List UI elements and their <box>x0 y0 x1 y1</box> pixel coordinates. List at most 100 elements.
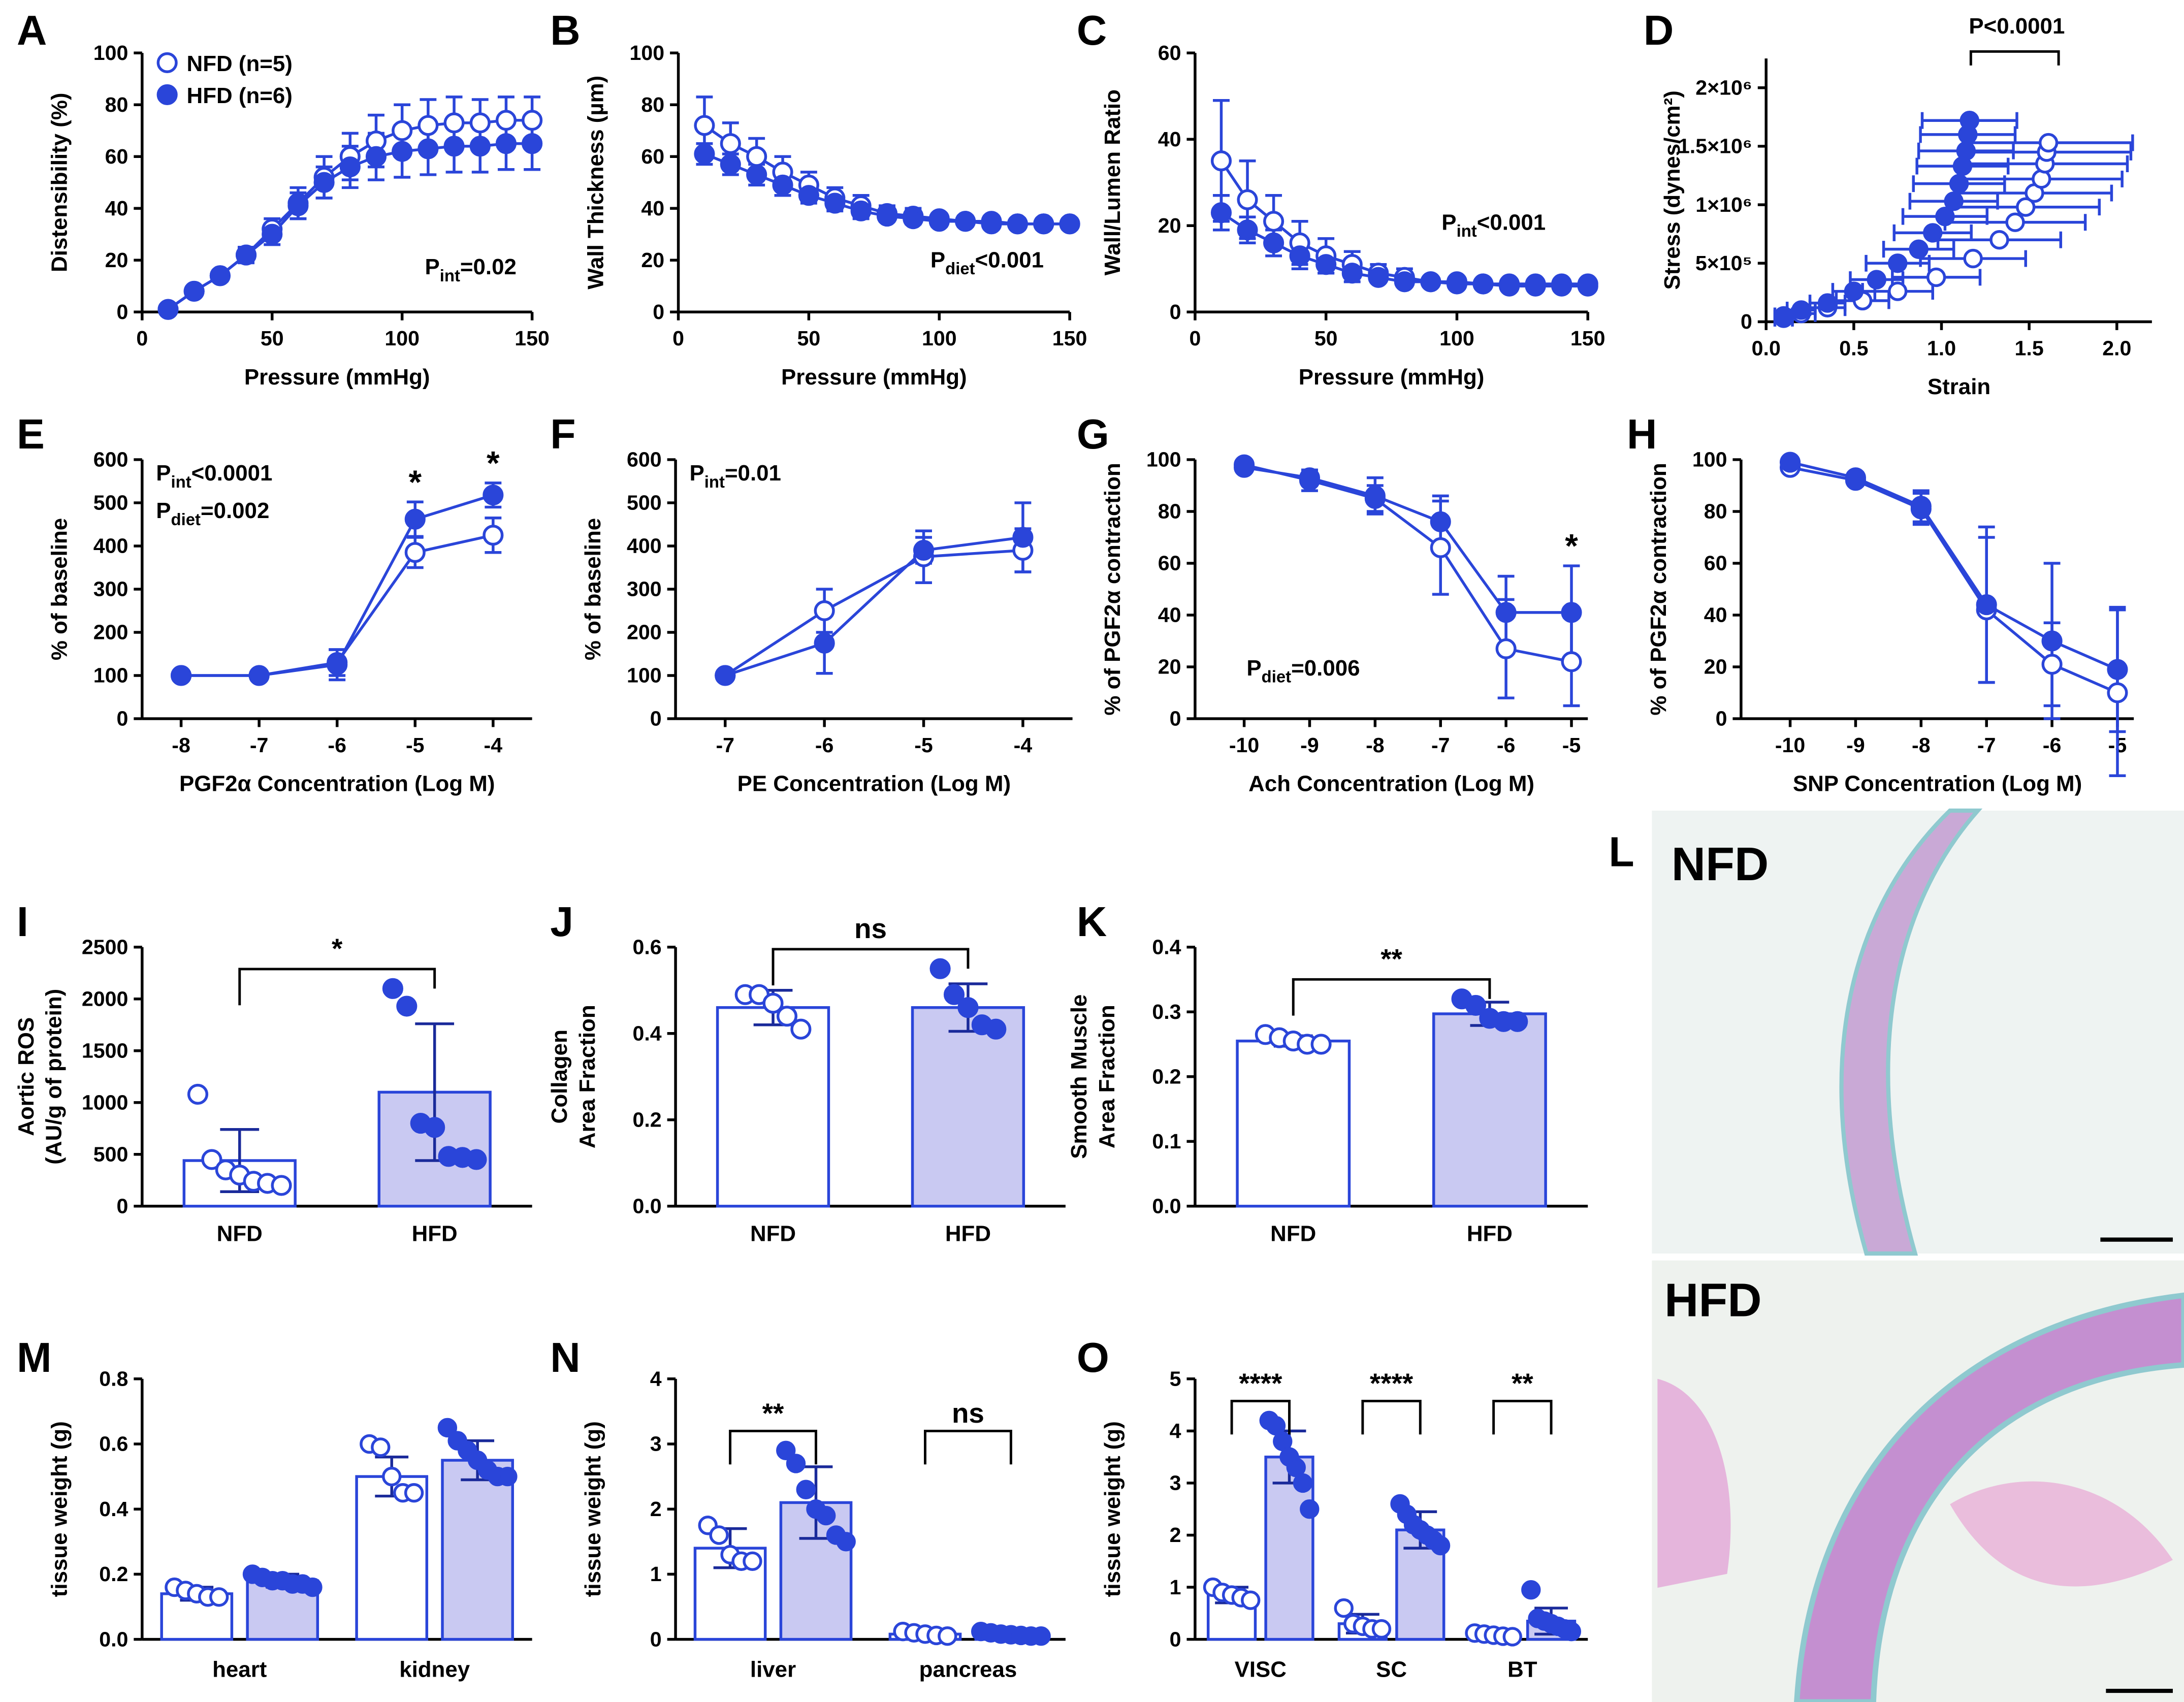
marker <box>1234 457 1255 478</box>
y-tick-label: 60 <box>641 145 664 168</box>
marker <box>1887 281 1908 301</box>
marker <box>1887 253 1908 273</box>
marker <box>1273 1431 1293 1452</box>
marker <box>417 138 439 159</box>
y-axis-label: Smooth Muscle <box>1067 994 1091 1159</box>
y-axis-label: Area Fraction <box>575 1005 600 1148</box>
marker <box>2038 133 2059 153</box>
marker <box>1507 1011 1528 1032</box>
marker <box>469 112 491 134</box>
comparison-label: ns <box>952 1397 984 1429</box>
series-line <box>724 536 1023 677</box>
x-axis-label: PE Concentration (Log M) <box>737 772 1011 796</box>
x-tick-label: 50 <box>797 327 821 350</box>
y-tick-label: 100 <box>93 664 129 687</box>
y-axis-label: Wall/Lumen Ratio <box>1100 89 1125 275</box>
x-tick-label: 150 <box>1570 327 1605 350</box>
x-tick-label: 2.0 <box>2102 336 2131 360</box>
bar <box>1236 1039 1351 1208</box>
annotation: Pint=0.02 <box>425 254 516 285</box>
x-tick-label: -4 <box>484 733 503 757</box>
panel: A 0 20 40 60 80 100 0 50 100 150 Pressure (mmHg) Dis… <box>17 8 550 390</box>
marker <box>1341 263 1363 284</box>
legend-label: NFD (n=5) <box>187 51 293 76</box>
marker <box>1960 111 1979 131</box>
annotation-sub: diet <box>171 510 201 529</box>
y-tick-label: 0.0 <box>1152 1194 1181 1217</box>
marker <box>437 1418 458 1438</box>
y-tick-label: 100 <box>627 664 662 687</box>
marker <box>522 110 543 131</box>
marker <box>1430 1535 1451 1556</box>
y-tick-label: 5 <box>1170 1367 1181 1391</box>
x-tick-label: -9 <box>1846 733 1865 757</box>
x-tick-label: -7 <box>1431 733 1450 757</box>
significance: * <box>1565 527 1578 565</box>
marker <box>1299 467 1321 489</box>
annotation-main: P <box>425 254 439 279</box>
marker <box>943 984 965 1005</box>
x-tick-label: -7 <box>716 733 734 757</box>
vessel-wall <box>1794 1292 2184 1702</box>
y-axis-label: % of PGF2α contraction <box>1100 463 1125 715</box>
x-axis-label: Pressure (mmHg) <box>1299 365 1485 390</box>
annotation-main: P <box>156 498 171 523</box>
y-tick-label: 500 <box>93 1142 129 1166</box>
y-tick-label: 300 <box>627 577 662 601</box>
marker <box>1033 213 1054 235</box>
marker <box>1774 306 1793 326</box>
x-tick-label: -8 <box>1366 733 1385 757</box>
marker <box>1315 254 1337 275</box>
y-tick-label: 40 <box>1158 603 1181 627</box>
x-tick-label: -10 <box>1775 733 1805 757</box>
marker <box>913 539 935 561</box>
y-tick-label: 20 <box>641 248 664 272</box>
annotation-sub: diet <box>1262 667 1292 686</box>
marker <box>1263 211 1284 232</box>
marker <box>1495 638 1517 659</box>
marker <box>1949 174 1969 194</box>
y-tick-label: 20 <box>1704 655 1727 679</box>
y-tick-label: 1.5×10⁶ <box>1678 135 1752 158</box>
panel-letter: A <box>17 8 47 54</box>
marker <box>1430 511 1451 532</box>
marker <box>1446 273 1468 295</box>
y-tick-label: 0.2 <box>1152 1065 1181 1088</box>
y-tick-label: 600 <box>627 448 662 471</box>
marker <box>928 211 950 232</box>
marker <box>262 223 283 245</box>
x-tick-label: SC <box>1376 1657 1407 1682</box>
marker <box>814 600 835 622</box>
marker <box>1300 1499 1320 1519</box>
panel: D 0 5×10⁵ 1×10⁶ 1.5×10⁶ 2×10⁶ 0.0 0.5 1.0 1.5 2.0 S… <box>1644 8 2152 399</box>
marker <box>1495 602 1517 623</box>
marker <box>209 265 231 286</box>
marker <box>1420 271 1441 293</box>
y-tick-label: 100 <box>1692 448 1727 471</box>
marker <box>1935 206 1955 227</box>
y-tick-label: 200 <box>93 621 129 644</box>
y-tick-label: 0.3 <box>1152 1000 1181 1023</box>
y-tick-label: 80 <box>1158 500 1181 523</box>
x-tick-label: 0 <box>1189 327 1201 350</box>
marker <box>836 1532 856 1552</box>
y-tick-label: 60 <box>1158 41 1181 65</box>
comparison-bracket <box>1492 1399 1553 1435</box>
x-tick-label: NFD <box>217 1221 263 1246</box>
x-tick-label: -4 <box>1014 733 1033 757</box>
y-tick-label: 0.2 <box>99 1562 128 1586</box>
y-axis-label: tissue weight (g) <box>1100 1421 1125 1597</box>
y-tick-label: 0 <box>650 707 662 730</box>
y-tick-label: 60 <box>105 145 129 168</box>
comparison-label: ** <box>762 1397 784 1429</box>
x-tick-label: -5 <box>1562 733 1581 757</box>
marker <box>1910 496 1932 517</box>
x-tick-label: -6 <box>2043 733 2062 757</box>
marker <box>392 141 413 162</box>
marker <box>404 542 426 563</box>
marker <box>720 153 741 175</box>
y-tick-label: 1500 <box>82 1039 129 1062</box>
comparison-bracket <box>1230 1399 1291 1435</box>
x-tick-label: -5 <box>914 733 933 757</box>
